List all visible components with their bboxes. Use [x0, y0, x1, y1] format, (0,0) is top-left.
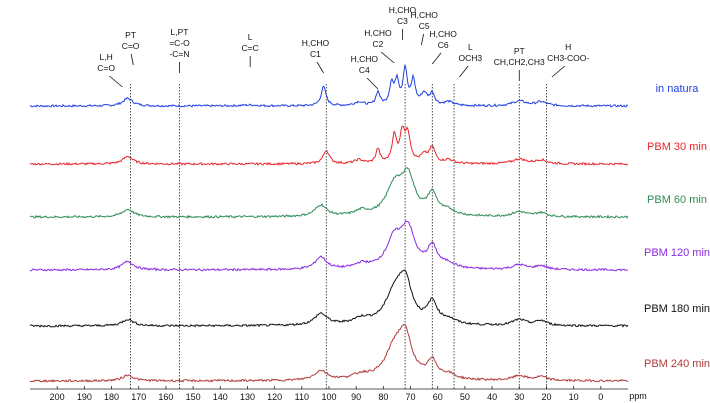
x-tick-label-4: 160: [158, 392, 173, 402]
x-tick-label-0: 200: [50, 392, 65, 402]
annotation-12-line-1: CH3-COO-: [547, 53, 589, 63]
x-tick-label-10: 100: [321, 392, 336, 402]
x-tick-label-19: 10: [569, 392, 579, 402]
x-tick-label-9: 110: [295, 392, 309, 402]
annotation-10-line-1: OCH3: [459, 53, 483, 63]
x-tick-label-12: 80: [378, 392, 388, 402]
series-label-3: PBM 120 min: [644, 247, 710, 259]
x-axis-unit-label: ppm: [629, 391, 647, 401]
x-tick-label-8: 120: [267, 392, 282, 402]
annotation-2-line-0: L,PT: [171, 27, 189, 37]
spectrum-line-4: [29, 269, 629, 328]
reference-lines: [130, 84, 547, 389]
annotation-3-line-0: L: [248, 32, 253, 42]
spectrum-line-3: [29, 220, 629, 272]
series-label-0: in natura: [656, 83, 700, 95]
annotation-4-line-0: H,CHO: [302, 38, 330, 48]
spectrum-line-1: [29, 125, 628, 166]
annotation-6-line-1: C2: [372, 39, 383, 49]
spectra-series: [29, 64, 629, 383]
annotation-5-line-0: H,CHO: [351, 54, 379, 64]
x-tick-label-13: 70: [406, 392, 416, 402]
annotation-pointer-6: [380, 51, 395, 64]
x-tick-label-1: 190: [77, 392, 92, 402]
annotation-10-line-0: L: [468, 42, 473, 52]
x-tick-label-2: 180: [104, 392, 119, 402]
spectrum-line-5: [29, 323, 629, 383]
annotation-pointer-8: [421, 33, 424, 46]
spectrum-line-0: [29, 64, 629, 108]
x-tick-label-11: 90: [351, 392, 361, 402]
annotation-3-line-1: C=C: [242, 43, 259, 53]
annotation-2-line-2: -C=N: [169, 49, 189, 59]
annotation-1-line-0: PT: [125, 30, 136, 40]
annotation-2-line-1: =C-O: [169, 38, 190, 48]
annotation-9-line-0: H,CHO: [429, 29, 457, 39]
series-label-2: PBM 60 min: [647, 194, 707, 206]
annotation-5-line-1: C4: [359, 65, 370, 75]
annotation-1-line-1: C=O: [122, 41, 140, 51]
annotation-pointer-4: [316, 61, 324, 74]
series-label-1: PBM 30 min: [647, 141, 707, 153]
x-tick-label-7: 130: [240, 392, 255, 402]
x-tick-label-20: 0: [598, 392, 603, 402]
x-tick-label-14: 60: [433, 392, 443, 402]
x-tick-label-16: 40: [487, 392, 497, 402]
series-label-5: PBM 240 min: [644, 358, 710, 370]
spectrum-line-2: [29, 167, 629, 219]
annotation-11-line-0: PT: [514, 46, 525, 56]
series-label-4: PBM 180 min: [644, 303, 710, 315]
annotation-8-line-1: C5: [419, 21, 430, 31]
series-labels: in natura PBM 30 min PBM 60 min PBM 120 min…: [644, 83, 710, 370]
x-tick-label-5: 150: [186, 392, 201, 402]
x-tick-label-3: 170: [131, 392, 146, 402]
annotation-pointer-10: [459, 65, 469, 78]
annotation-4-line-1: C1: [310, 49, 321, 59]
annotation-0-line-1: C=O: [97, 63, 115, 73]
annotation-11-line-1: CH,CH2,CH3: [494, 57, 545, 67]
x-tick-label-15: 50: [460, 392, 470, 402]
x-tick-label-17: 30: [514, 392, 524, 402]
annotation-7-line-1: C3: [397, 16, 408, 26]
annotation-pointer-1: [130, 53, 134, 66]
annotation-pointer-12: [551, 65, 566, 78]
annotation-9-line-1: C6: [438, 40, 449, 50]
x-tick-label-6: 140: [213, 392, 228, 402]
annotation-pointer-5: [366, 77, 379, 90]
x-axis: ppm 200 190 180 170 160 150 140 130 120 110 100 90 8…: [30, 386, 647, 402]
x-tick-label-18: 20: [541, 392, 551, 402]
annotation-8-line-0: H,CHO: [410, 10, 438, 20]
annotation-12-line-0: H: [565, 42, 571, 52]
annotation-7-line-0: H,CHO: [389, 5, 417, 15]
annotation-pointer-0: [109, 75, 123, 88]
annotation-pointer-9: [431, 52, 442, 65]
annotation-6-line-0: H,CHO: [364, 28, 392, 38]
annotation-0-line-0: L,H: [99, 52, 112, 62]
